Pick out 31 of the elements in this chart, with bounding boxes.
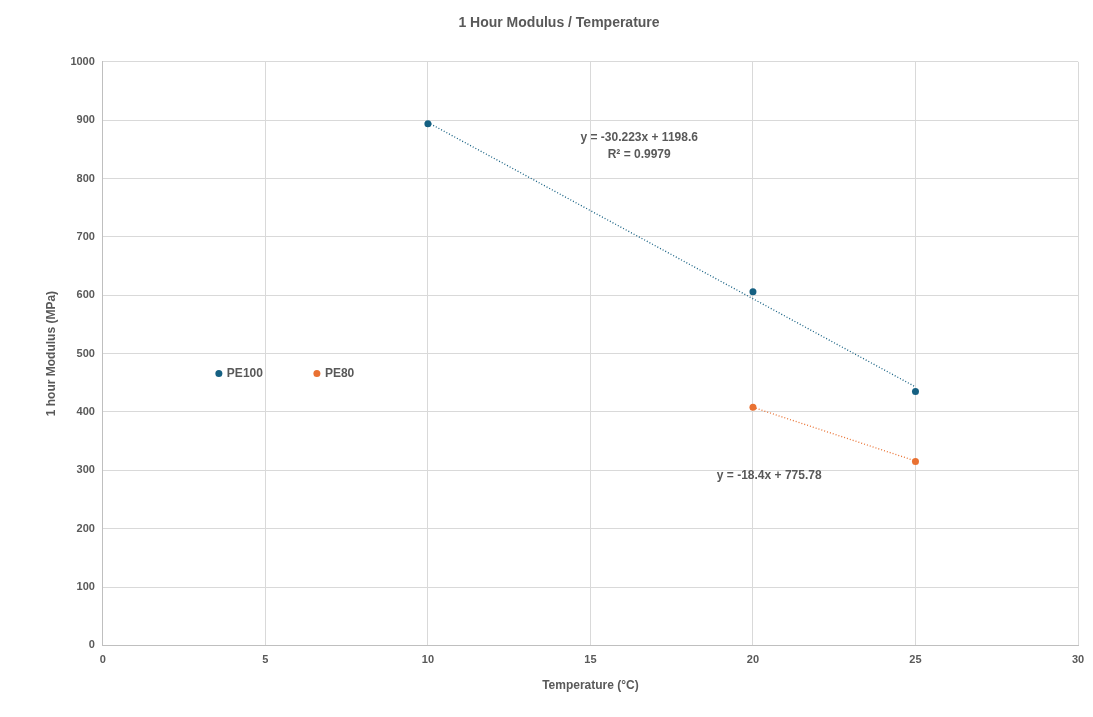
x-tick-label: 10 [421,653,435,666]
annotation: R² = 0.9979 [607,147,672,162]
point [424,120,432,128]
point [911,458,919,466]
x-tick-label: 20 [746,653,760,666]
x-tick-label: 15 [584,653,597,666]
y-tick-label: 700 [76,229,95,242]
y-tick-label: 900 [76,113,95,126]
y-tick-label: 400 [76,404,95,417]
y-tick-label: 500 [76,346,95,359]
y-tick-label: 800 [76,171,95,184]
annotation: y = -30.223x + 1198.6 [580,129,699,144]
y-tick-label: 100 [76,580,95,593]
legend-label: PE80 [324,365,355,380]
y-tick-label: 300 [76,463,95,476]
x-tick-label: 30 [1071,653,1085,666]
y-tick-label: 1000 [70,54,95,67]
x-axis-title: Temperature (°C) [542,678,639,693]
x-tick-label: 0 [99,653,106,666]
point [911,388,919,396]
y-tick-label: 200 [76,521,95,534]
annotation: y = -18.4x + 775.78 [716,468,822,483]
legend-label: PE100 [226,365,264,380]
x-tick-label: 5 [262,653,269,666]
y-axis-title: 1 hour Modulus (MPa) [43,290,58,417]
x-tick-label: 25 [909,653,922,666]
y-tick-label: 0 [88,638,95,651]
y-tick-label: 600 [76,288,95,301]
chart-title: 1 Hour Modulus / Temperature [458,14,660,31]
point [749,403,757,411]
point [749,288,757,296]
